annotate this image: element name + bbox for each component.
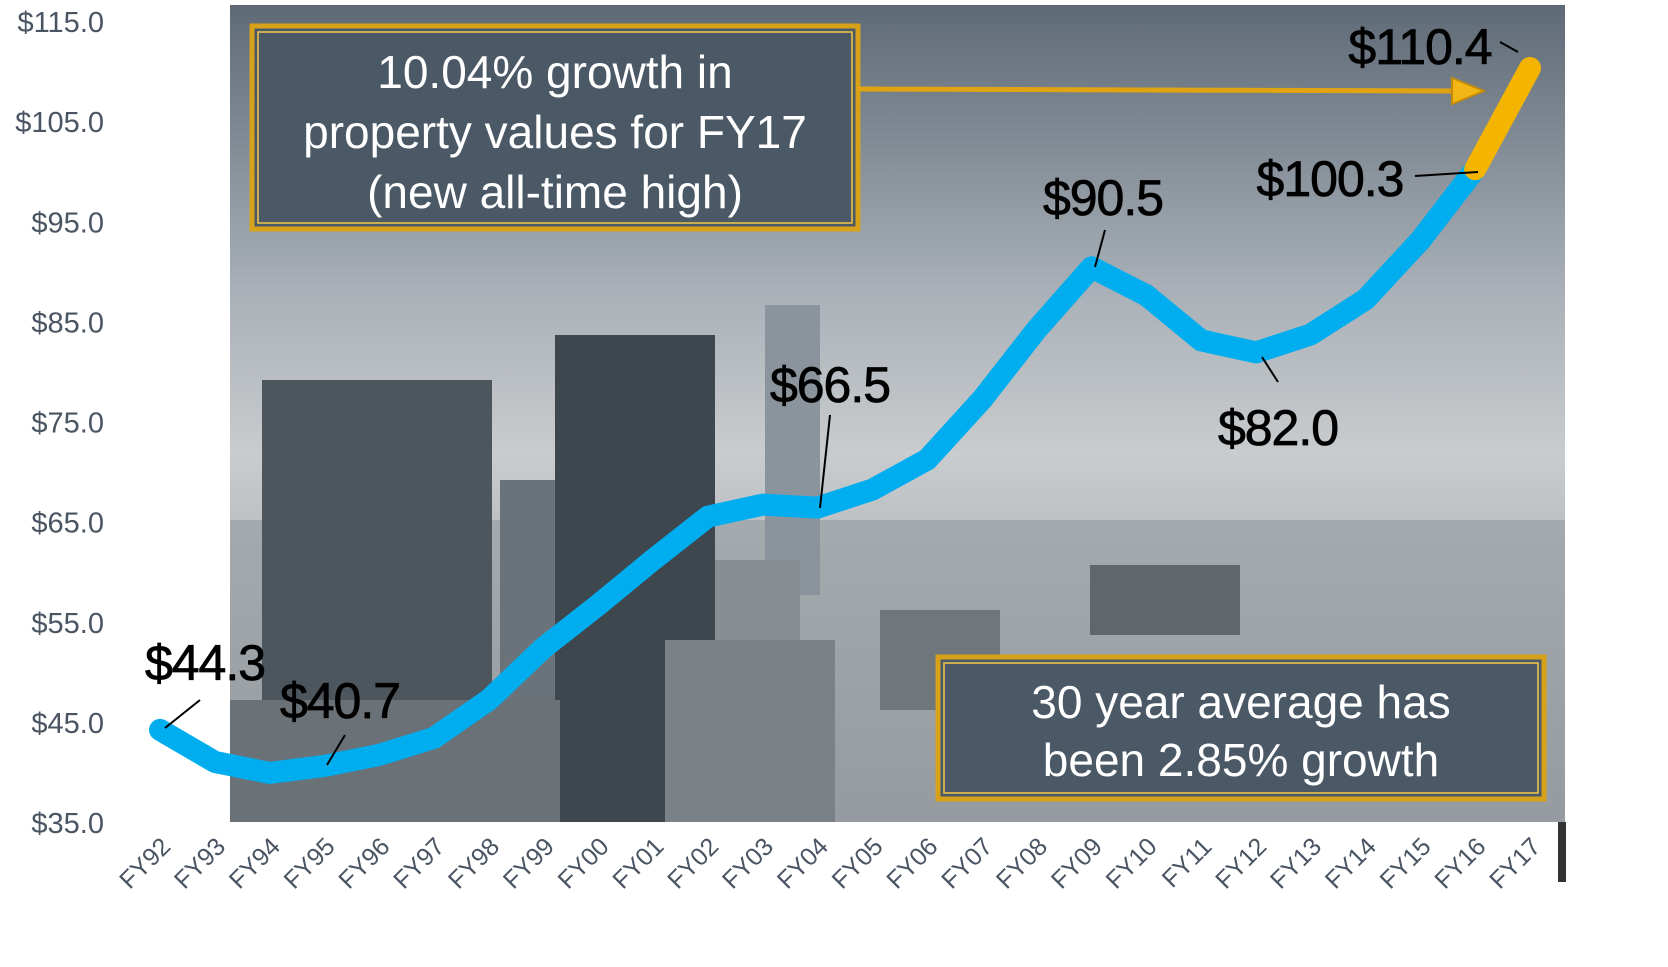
data-label: $44.3 (145, 635, 265, 691)
data-label: $40.7 (280, 673, 400, 729)
data-label: $66.5 (770, 357, 890, 413)
annotation-arrow (858, 89, 1458, 91)
x-tick-label: FY14 (1320, 832, 1382, 894)
x-tick-label: FY06 (881, 832, 943, 894)
chart: 10.04% growth in property values for FY17… (0, 0, 1668, 967)
leader-line (165, 700, 200, 728)
data-label: $90.5 (1043, 170, 1163, 226)
y-tick-label: $45.0 (31, 708, 104, 740)
y-tick-label: $105.0 (15, 107, 104, 139)
x-tick-label: FY96 (333, 832, 395, 894)
frame-edge (1558, 822, 1566, 882)
y-tick-label: $55.0 (31, 608, 104, 640)
annotation-text: (new all-time high) (367, 166, 743, 218)
y-tick-label: $65.0 (31, 508, 104, 540)
annotation-text: property values for FY17 (303, 106, 807, 158)
x-tick-label: FY94 (224, 832, 286, 894)
annotation-text: been 2.85% growth (1043, 734, 1439, 786)
y-tick-label: $115.0 (17, 7, 104, 39)
x-tick-label: FY16 (1429, 832, 1491, 894)
x-tick-label: FY15 (1375, 832, 1437, 894)
x-tick-label: FY98 (443, 832, 505, 894)
y-tick-label: $75.0 (31, 408, 104, 440)
x-tick-label: FY93 (169, 832, 231, 894)
x-tick-label: FY17 (1484, 832, 1546, 894)
x-tick-label: FY12 (1210, 832, 1272, 894)
x-tick-label: FY05 (827, 832, 889, 894)
annotation-text: 30 year average has (1031, 676, 1450, 728)
y-tick-label: $35.0 (31, 808, 104, 840)
data-label: $100.3 (1257, 151, 1404, 207)
x-tick-label: FY08 (991, 832, 1053, 894)
x-tick-label: FY92 (114, 832, 176, 894)
x-tick-label: FY03 (717, 832, 779, 894)
x-tick-label: FY95 (279, 832, 341, 894)
x-tick-label: FY04 (772, 832, 834, 894)
y-tick-label: $85.0 (31, 307, 104, 339)
x-tick-label: FY97 (388, 832, 450, 894)
annotation-text: 10.04% growth in (377, 46, 732, 98)
x-tick-label: FY02 (662, 832, 724, 894)
x-tick-label: FY00 (553, 832, 615, 894)
data-label: $110.4 (1348, 19, 1491, 75)
x-tick-label: FY07 (936, 832, 998, 894)
x-tick-label: FY13 (1265, 832, 1327, 894)
x-tick-label: FY01 (607, 832, 669, 894)
x-tick-label: FY10 (1101, 832, 1163, 894)
y-tick-label: $95.0 (31, 207, 104, 239)
data-label: $82.0 (1218, 400, 1338, 456)
x-tick-label: FY11 (1157, 832, 1218, 893)
x-tick-label: FY09 (1046, 832, 1108, 894)
x-tick-label: FY99 (498, 832, 560, 894)
